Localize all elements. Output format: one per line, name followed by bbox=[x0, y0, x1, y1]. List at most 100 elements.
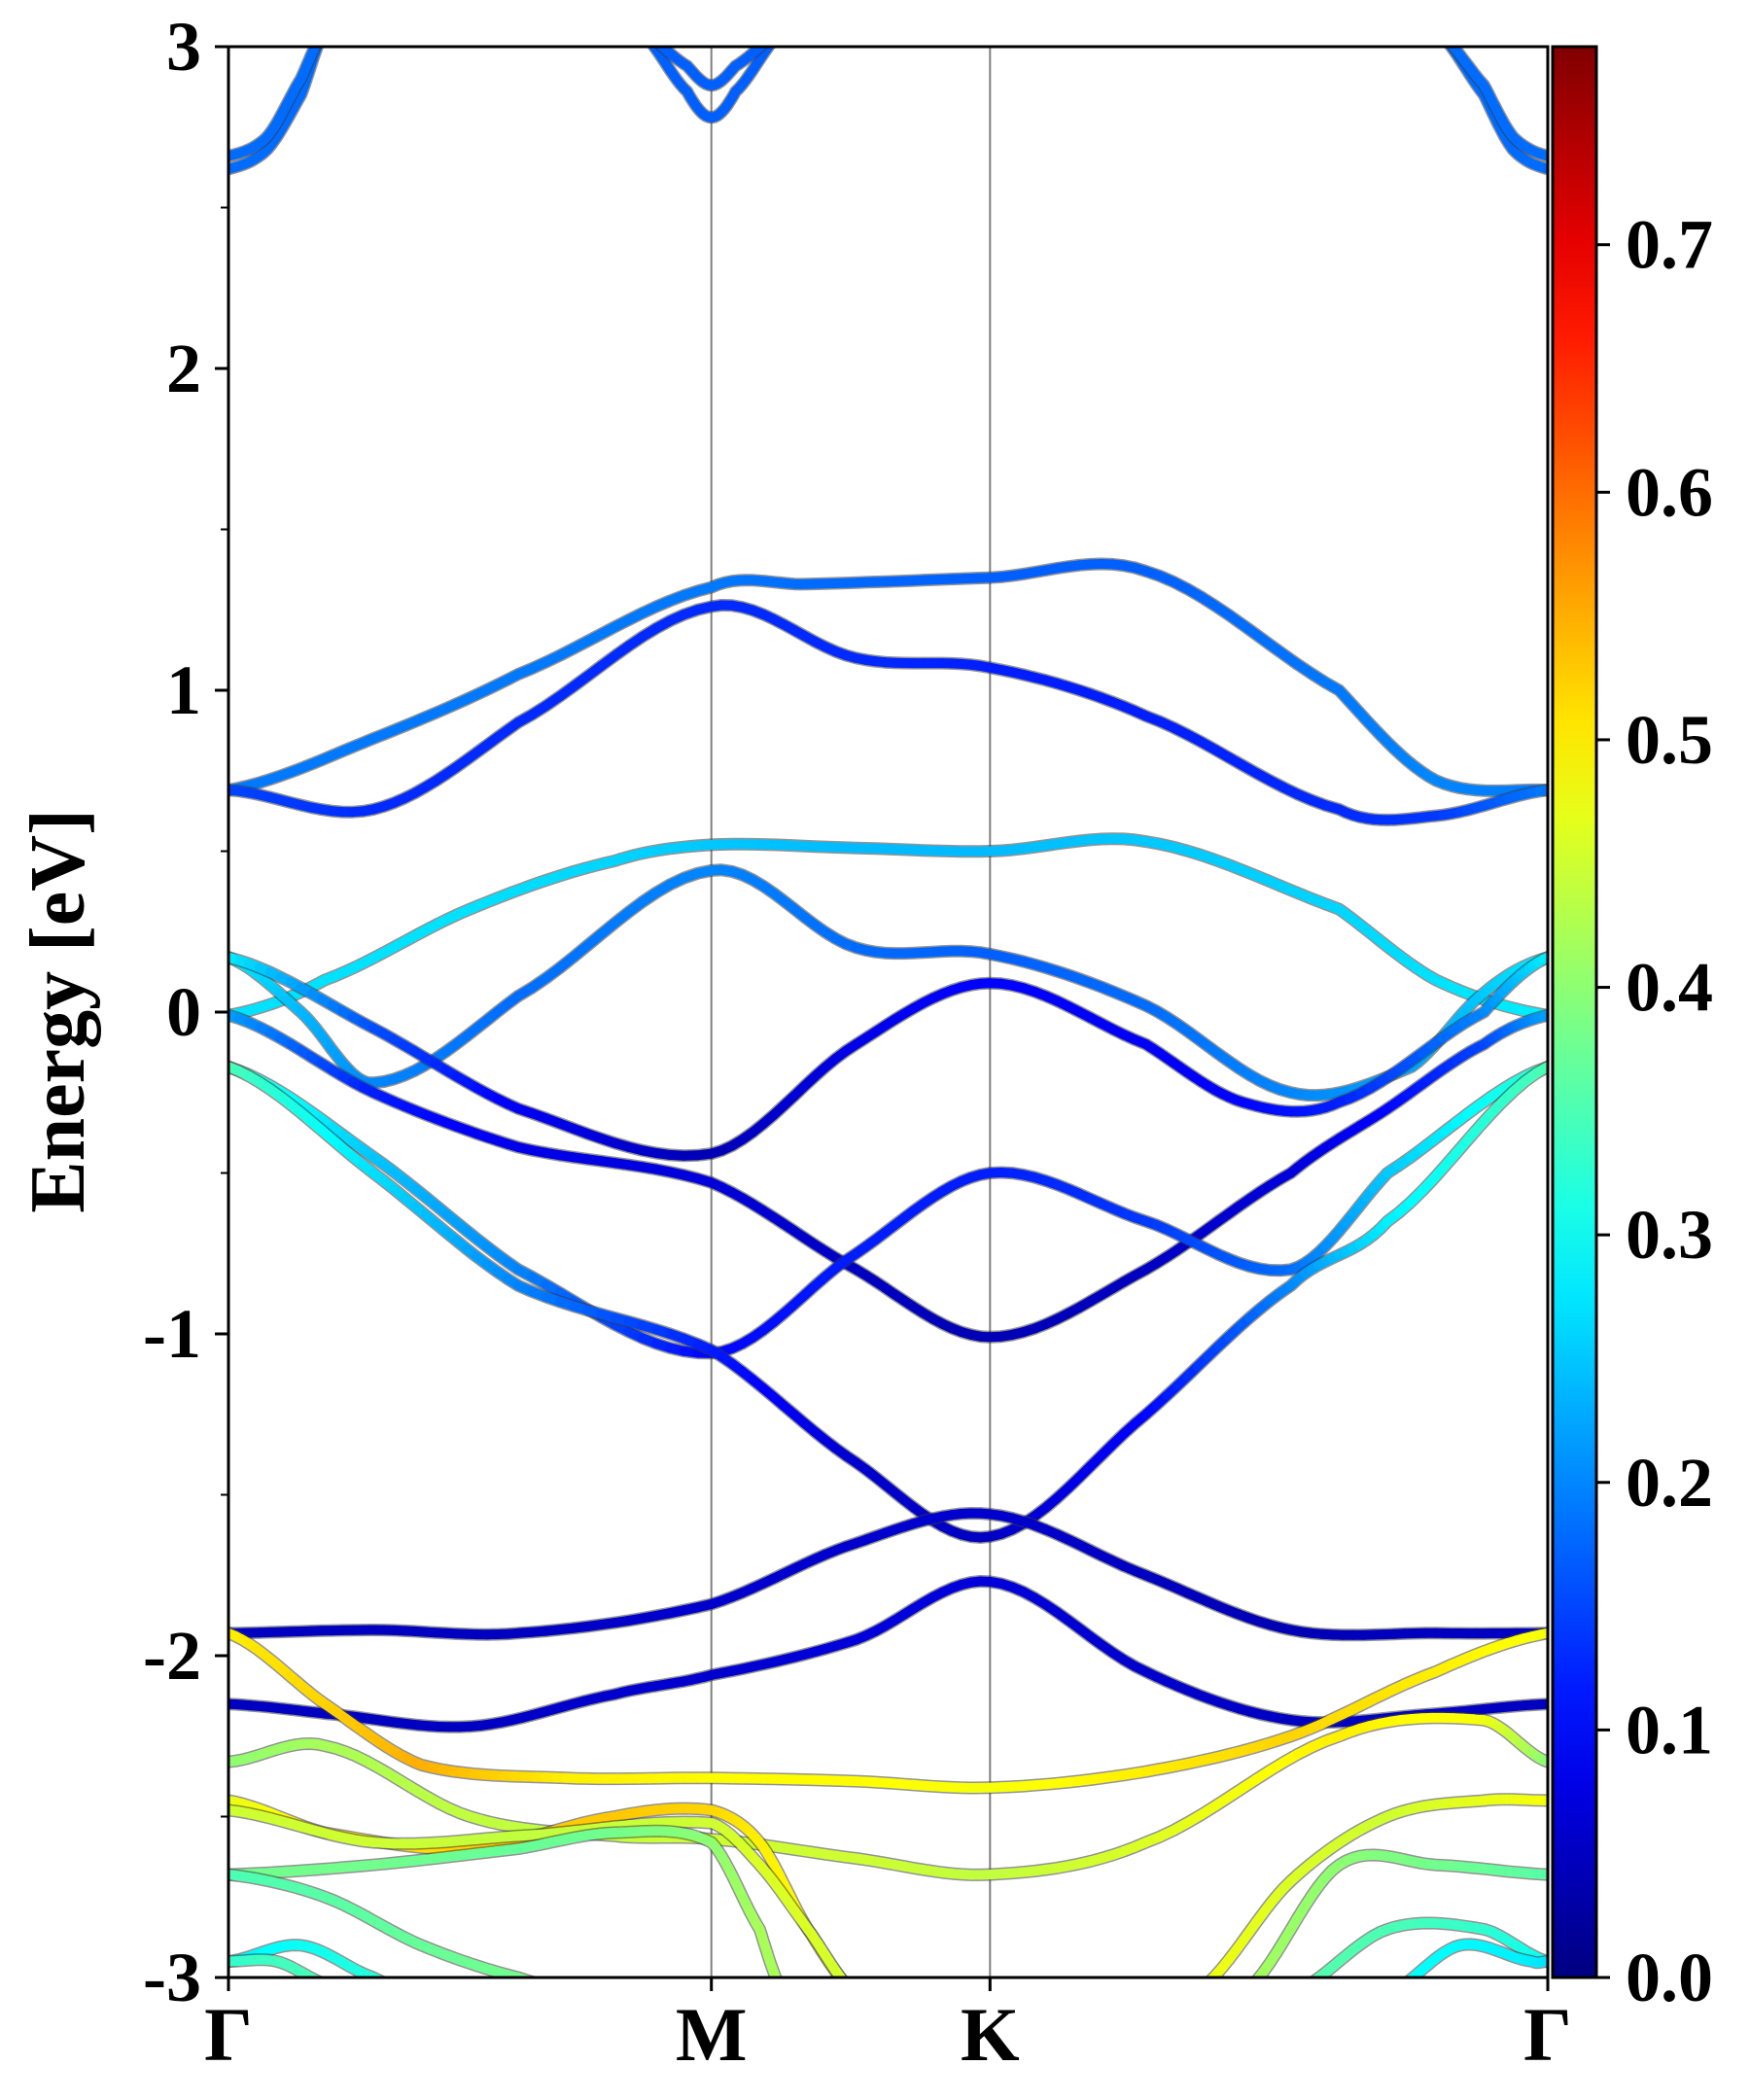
colorbar-tick-label: 0.6 bbox=[1626, 453, 1713, 531]
y-axis-ticks: -3 -2 -1 0 1 2 3 bbox=[143, 8, 228, 2016]
band-segment bbox=[1291, 1991, 1298, 1994]
band-segment bbox=[1439, 33, 1443, 36]
band-segment bbox=[315, 1976, 323, 1978]
y-tick-label: 0 bbox=[166, 973, 201, 1051]
band-segment bbox=[401, 1989, 404, 1990]
band-segment bbox=[643, 33, 647, 36]
band-segment bbox=[850, 1988, 854, 1991]
band-segment bbox=[312, 47, 321, 50]
band-segment bbox=[1443, 36, 1447, 39]
band-lines bbox=[228, 31, 1548, 1994]
band bbox=[228, 1803, 857, 1994]
band-segment bbox=[322, 32, 324, 35]
band bbox=[228, 1060, 1548, 1360]
band-segment bbox=[533, 1977, 535, 1978]
y-tick-label: 2 bbox=[166, 330, 201, 407]
band-segment bbox=[318, 38, 320, 41]
y-tick-label: -2 bbox=[143, 1617, 201, 1695]
band-segment bbox=[758, 47, 768, 50]
band-segment bbox=[774, 37, 778, 41]
band-segment bbox=[554, 1987, 559, 1988]
band-segment bbox=[539, 1983, 543, 1984]
band-segment bbox=[1445, 47, 1454, 50]
band-segment bbox=[646, 34, 649, 36]
band-segment bbox=[570, 1991, 575, 1992]
band-segment bbox=[394, 1992, 401, 1993]
band-segment bbox=[382, 1977, 385, 1978]
colorbar bbox=[1551, 45, 1598, 1979]
band-segment bbox=[398, 1987, 402, 1988]
band bbox=[1250, 1848, 1548, 1978]
band bbox=[1205, 1793, 1548, 1978]
x-tick-label: K bbox=[961, 1992, 1020, 2077]
y-tick-label: 1 bbox=[166, 651, 201, 729]
x-tick-label: M bbox=[676, 1992, 748, 2077]
colorbar-tick-label: 0.1 bbox=[1626, 1691, 1713, 1768]
band-segment bbox=[1439, 33, 1443, 36]
band-segment bbox=[838, 1975, 847, 1978]
colorbar-ticks: 0.0 0.1 0.2 0.3 0.4 0.5 0.6 0.7 bbox=[1596, 206, 1713, 2016]
band bbox=[228, 1953, 401, 1993]
colorbar-tick-label: 0.4 bbox=[1626, 949, 1713, 1027]
band-outline bbox=[228, 1868, 541, 1978]
band-segment bbox=[646, 37, 649, 41]
band-segment bbox=[1252, 1976, 1260, 1978]
band-segment bbox=[648, 47, 657, 50]
band-segment bbox=[838, 1976, 847, 1978]
band-segment bbox=[373, 1990, 380, 1991]
band-segment bbox=[853, 1991, 857, 1994]
band-segment bbox=[310, 1975, 322, 1978]
band-segment bbox=[544, 1985, 549, 1986]
band-segment bbox=[1305, 1983, 1312, 1988]
band-segment bbox=[774, 34, 778, 36]
band-segment bbox=[1436, 31, 1440, 33]
band-segment bbox=[320, 35, 322, 38]
colorbar-tick-label: 0.0 bbox=[1626, 1939, 1713, 2016]
band-segment bbox=[1398, 1985, 1403, 1989]
band bbox=[228, 1627, 1548, 1795]
band-segment bbox=[853, 1991, 857, 1994]
band-segment bbox=[652, 39, 656, 42]
band-segment bbox=[404, 1990, 408, 1991]
band-segment bbox=[1436, 31, 1440, 34]
y-tick-label: 3 bbox=[166, 8, 201, 86]
colorbar-tick-label: 0.2 bbox=[1626, 1444, 1713, 1522]
band-segment bbox=[565, 1990, 570, 1991]
band-segment bbox=[580, 1992, 585, 1993]
band-segment bbox=[585, 1993, 590, 1994]
band bbox=[228, 832, 1548, 1022]
band-segment bbox=[639, 31, 643, 34]
band-segment bbox=[777, 33, 781, 36]
band-segment bbox=[1387, 1991, 1392, 1993]
band-segment bbox=[332, 1985, 338, 1986]
band-segment bbox=[371, 1974, 384, 1978]
band-segment bbox=[770, 36, 774, 39]
band-segment bbox=[560, 1989, 565, 1990]
band bbox=[228, 32, 324, 162]
band-outline bbox=[228, 557, 1548, 797]
colorbar-tick-label: 0.3 bbox=[1626, 1196, 1713, 1274]
band-segment bbox=[367, 1989, 373, 1990]
band-segment bbox=[322, 1982, 326, 1983]
band bbox=[228, 1060, 1548, 1544]
band bbox=[228, 1507, 1548, 1642]
band-segment bbox=[391, 1985, 395, 1986]
band-segment bbox=[1447, 47, 1452, 48]
band-segment bbox=[313, 47, 323, 50]
band-segment bbox=[360, 1989, 367, 1990]
band-segment bbox=[654, 47, 664, 50]
band-segment bbox=[387, 1983, 391, 1984]
band-segment bbox=[781, 1988, 783, 1991]
band-segment bbox=[649, 36, 653, 39]
band-segment bbox=[346, 1987, 353, 1988]
band bbox=[228, 599, 1548, 826]
band-segment bbox=[846, 1984, 850, 1988]
band-segment bbox=[777, 32, 781, 34]
band bbox=[228, 557, 1548, 797]
band-segment bbox=[324, 31, 326, 34]
band-segment bbox=[394, 1986, 398, 1987]
band-segment bbox=[779, 1984, 781, 1988]
band-segment bbox=[376, 1976, 385, 1978]
band-segment bbox=[518, 1974, 533, 1978]
y-axis-label: Energy [eV] bbox=[16, 809, 101, 1212]
